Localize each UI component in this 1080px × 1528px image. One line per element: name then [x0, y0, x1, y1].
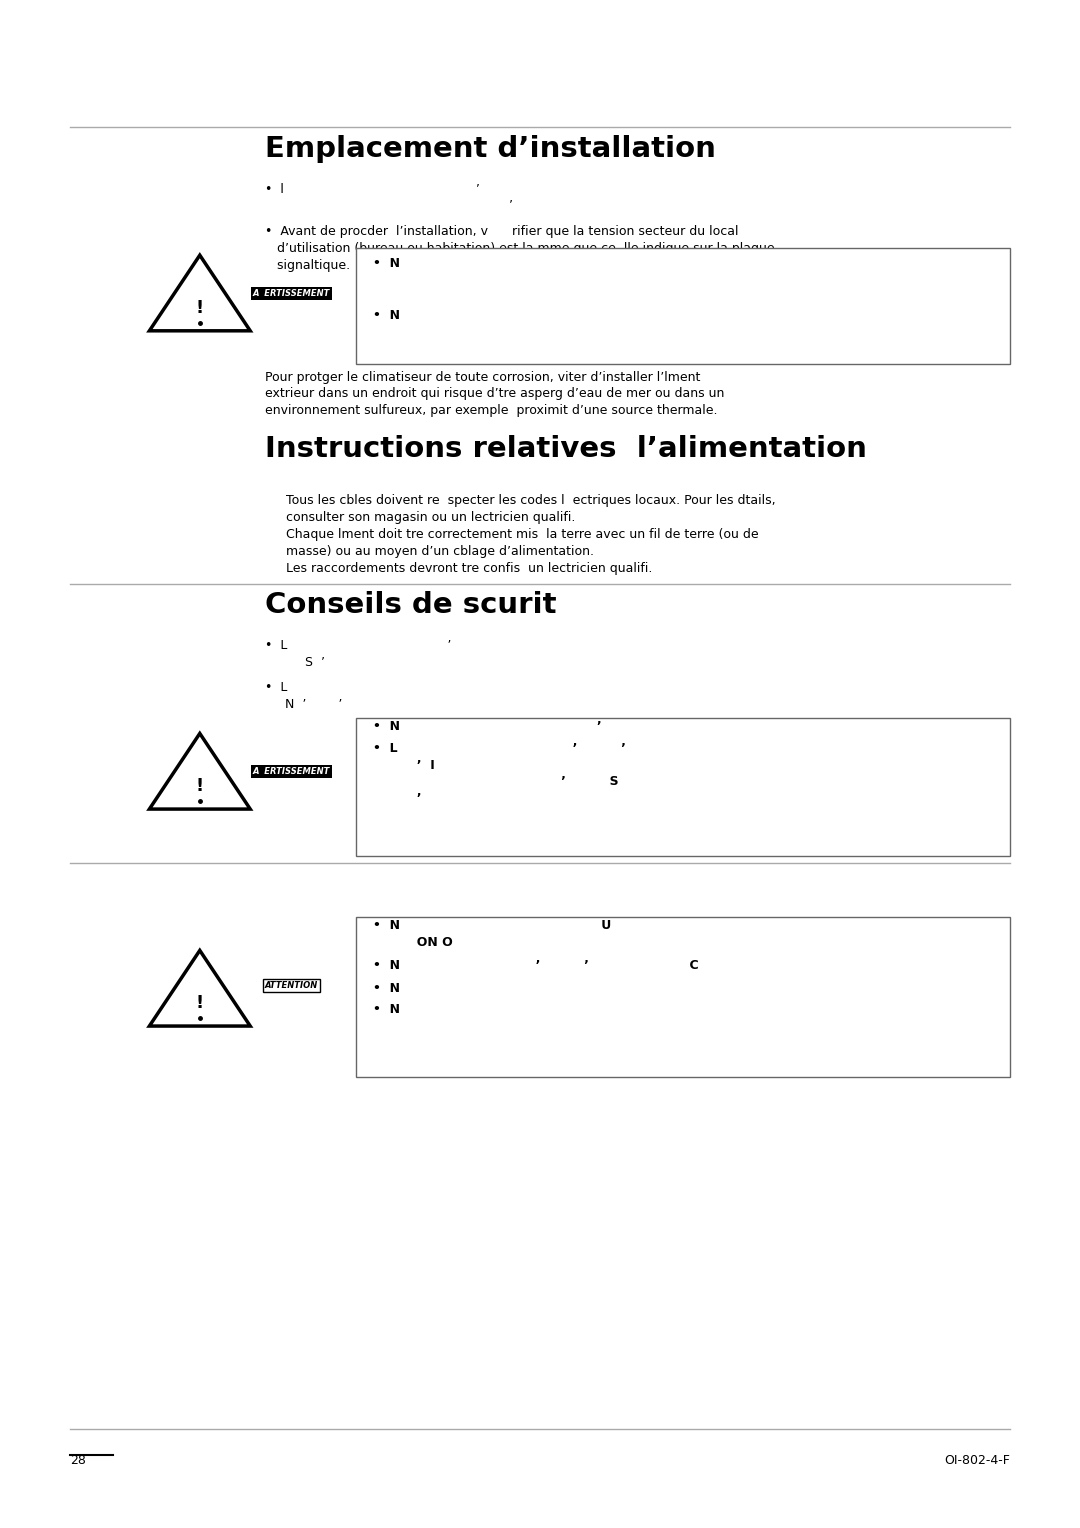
Text: S  ’: S ’ [265, 656, 325, 669]
Text: •  Avant de procder  l’installation, v      rifier que la tension secteur du loc: • Avant de procder l’installation, v rif… [265, 225, 738, 238]
Polygon shape [149, 733, 251, 810]
Text: •  N: • N [373, 1002, 400, 1016]
Text: environnement sulfureux, par exemple  proximit d’une source thermale.: environnement sulfureux, par exemple pro… [265, 403, 717, 417]
Text: consulter son magasin ou un lectricien qualifi.: consulter son magasin ou un lectricien q… [286, 510, 576, 524]
Text: ON O: ON O [373, 935, 453, 949]
Text: •  L                                        ’: • L ’ [265, 639, 451, 652]
Text: •  l                                                ’: • l ’ [265, 182, 480, 196]
FancyBboxPatch shape [356, 718, 1010, 856]
Text: Chaque lment doit tre correctement mis  la terre avec un fil de terre (ou de: Chaque lment doit tre correctement mis l… [286, 527, 759, 541]
Text: extrieur dans un endroit qui risque d’tre asperg d’eau de mer ou dans un: extrieur dans un endroit qui risque d’tr… [265, 387, 724, 400]
Text: d’utilisation (bureau ou habitation) est la mme que ce  lle indique sur la plaqu: d’utilisation (bureau ou habitation) est… [265, 241, 774, 255]
Text: Emplacement d’installation: Emplacement d’installation [265, 136, 715, 163]
Text: 28: 28 [70, 1453, 86, 1467]
Text: Les raccordements devront tre confis  un lectricien qualifi.: Les raccordements devront tre confis un … [286, 561, 652, 575]
Text: OI-802-4-F: OI-802-4-F [944, 1453, 1010, 1467]
FancyBboxPatch shape [356, 917, 1010, 1077]
Text: •  N: • N [373, 309, 400, 322]
Text: signaltique.: signaltique. [265, 258, 350, 272]
Text: ’  I: ’ I [373, 758, 434, 772]
Text: •  L                                        ’          ’: • L ’ ’ [373, 741, 625, 755]
Text: !: ! [195, 299, 204, 316]
Text: ’: ’ [265, 199, 513, 212]
Text: N  ’        ’: N ’ ’ [265, 697, 342, 711]
Text: •  N                                             ’: • N ’ [373, 720, 602, 733]
Text: ATTENTION: ATTENTION [265, 981, 319, 990]
Text: !: ! [195, 778, 204, 795]
Text: Instructions relatives  l’alimentation: Instructions relatives l’alimentation [265, 435, 866, 463]
FancyBboxPatch shape [356, 248, 1010, 364]
Text: Conseils de scurit: Conseils de scurit [265, 591, 556, 619]
Text: masse) ou au moyen d’un cblage d’alimentation.: masse) ou au moyen d’un cblage d’aliment… [286, 544, 594, 558]
Text: Tous les cbles doivent re  specter les codes l  ectriques locaux. Pour les dtail: Tous les cbles doivent re specter les co… [286, 494, 775, 507]
Text: •  N                               ’          ’                       C: • N ’ ’ C [373, 958, 699, 972]
Text: •  L: • L [265, 680, 287, 694]
Text: •  N: • N [373, 257, 400, 270]
Text: Pour protger le climatiseur de toute corrosion, viter d’installer l’lment: Pour protger le climatiseur de toute cor… [265, 370, 700, 384]
Text: •  N: • N [373, 981, 400, 995]
Polygon shape [149, 255, 251, 330]
Text: ’: ’ [373, 792, 421, 805]
Text: A  ERTISSEMENT: A ERTISSEMENT [253, 289, 330, 298]
Text: ’          S: ’ S [373, 775, 618, 788]
Text: !: ! [195, 995, 204, 1012]
Polygon shape [149, 950, 251, 1027]
Text: A  ERTISSEMENT: A ERTISSEMENT [253, 767, 330, 776]
Text: •  N                                              U: • N U [373, 918, 611, 932]
